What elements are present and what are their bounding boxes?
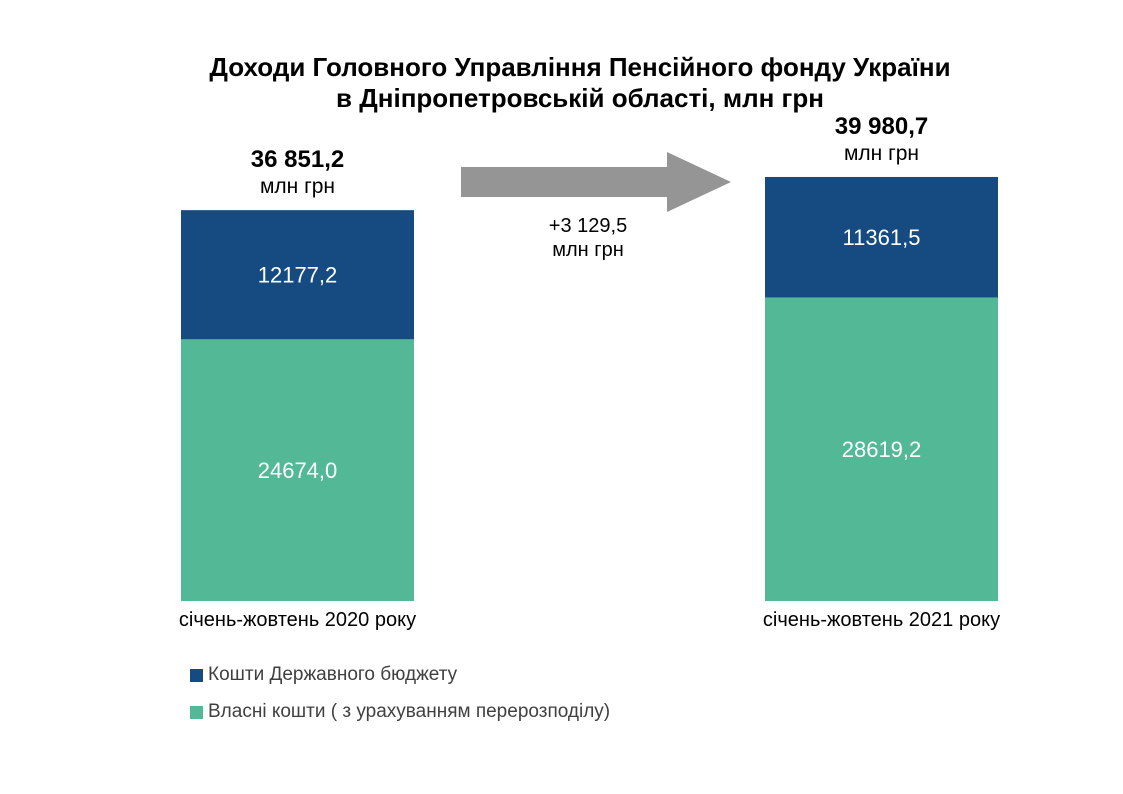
legend-swatch-own-funds xyxy=(190,705,203,719)
bar-segment-own-funds-2021 xyxy=(765,297,998,601)
total-2020-value: 36 851,2 xyxy=(250,146,345,174)
total-2021: 39 980,7 млн грн xyxy=(762,113,1002,167)
data-label-own-funds-2020: 24674,0 xyxy=(258,458,338,483)
legend-label-state-budget: Кошти Державного бюджету xyxy=(208,664,458,685)
legend-item-state-budget: Кошти Державного бюджету xyxy=(190,662,610,688)
category-label-2020: січень-жовтень 2020 року xyxy=(179,609,416,631)
total-2020-unit: млн грн xyxy=(259,175,336,199)
data-label-state-budget-2021: 11361,5 xyxy=(843,225,921,250)
total-2021-value: 39 980,7 xyxy=(834,112,929,140)
data-label-own-funds-2021: 28619,2 xyxy=(842,437,922,462)
legend-swatch-state-budget xyxy=(190,668,203,682)
bar-segment-own-funds-2020 xyxy=(181,339,414,601)
chart-title-line-1: Доходи Головного Управління Пенсійного ф… xyxy=(209,52,951,82)
data-label-state-budget-2020: 12177,2 xyxy=(258,263,338,288)
legend-label-own-funds: Власні кошти ( з урахуванням перерозподі… xyxy=(208,701,611,722)
total-2021-unit: млн грн xyxy=(843,141,920,165)
legend: Кошти Державного бюджету Власні кошти ( … xyxy=(190,662,610,736)
bar-segment-state-budget-2020 xyxy=(181,210,414,340)
bar-segment-state-budget-2021 xyxy=(765,176,998,298)
category-label-2021: січень-жовтень 2021 року xyxy=(763,609,1000,631)
difference-unit: млн грн xyxy=(552,239,624,261)
chart-title: Доходи Головного Управління Пенсійного ф… xyxy=(0,52,1123,114)
total-2020: 36 851,2 млн грн xyxy=(178,146,418,200)
bars-group: 24674,0 12177,2 січень-жовтень 2020 року 28… xyxy=(179,176,1000,631)
chart-title-line-2: в Дніпропетровській області, млн грн xyxy=(336,83,824,113)
difference-value: +3 129,5 xyxy=(548,215,628,237)
legend-item-own-funds: Власні кошти ( з урахуванням перерозподі… xyxy=(190,699,610,725)
difference-label: +3 129,5 млн грн xyxy=(498,214,678,262)
increase-arrow-icon xyxy=(461,152,731,212)
